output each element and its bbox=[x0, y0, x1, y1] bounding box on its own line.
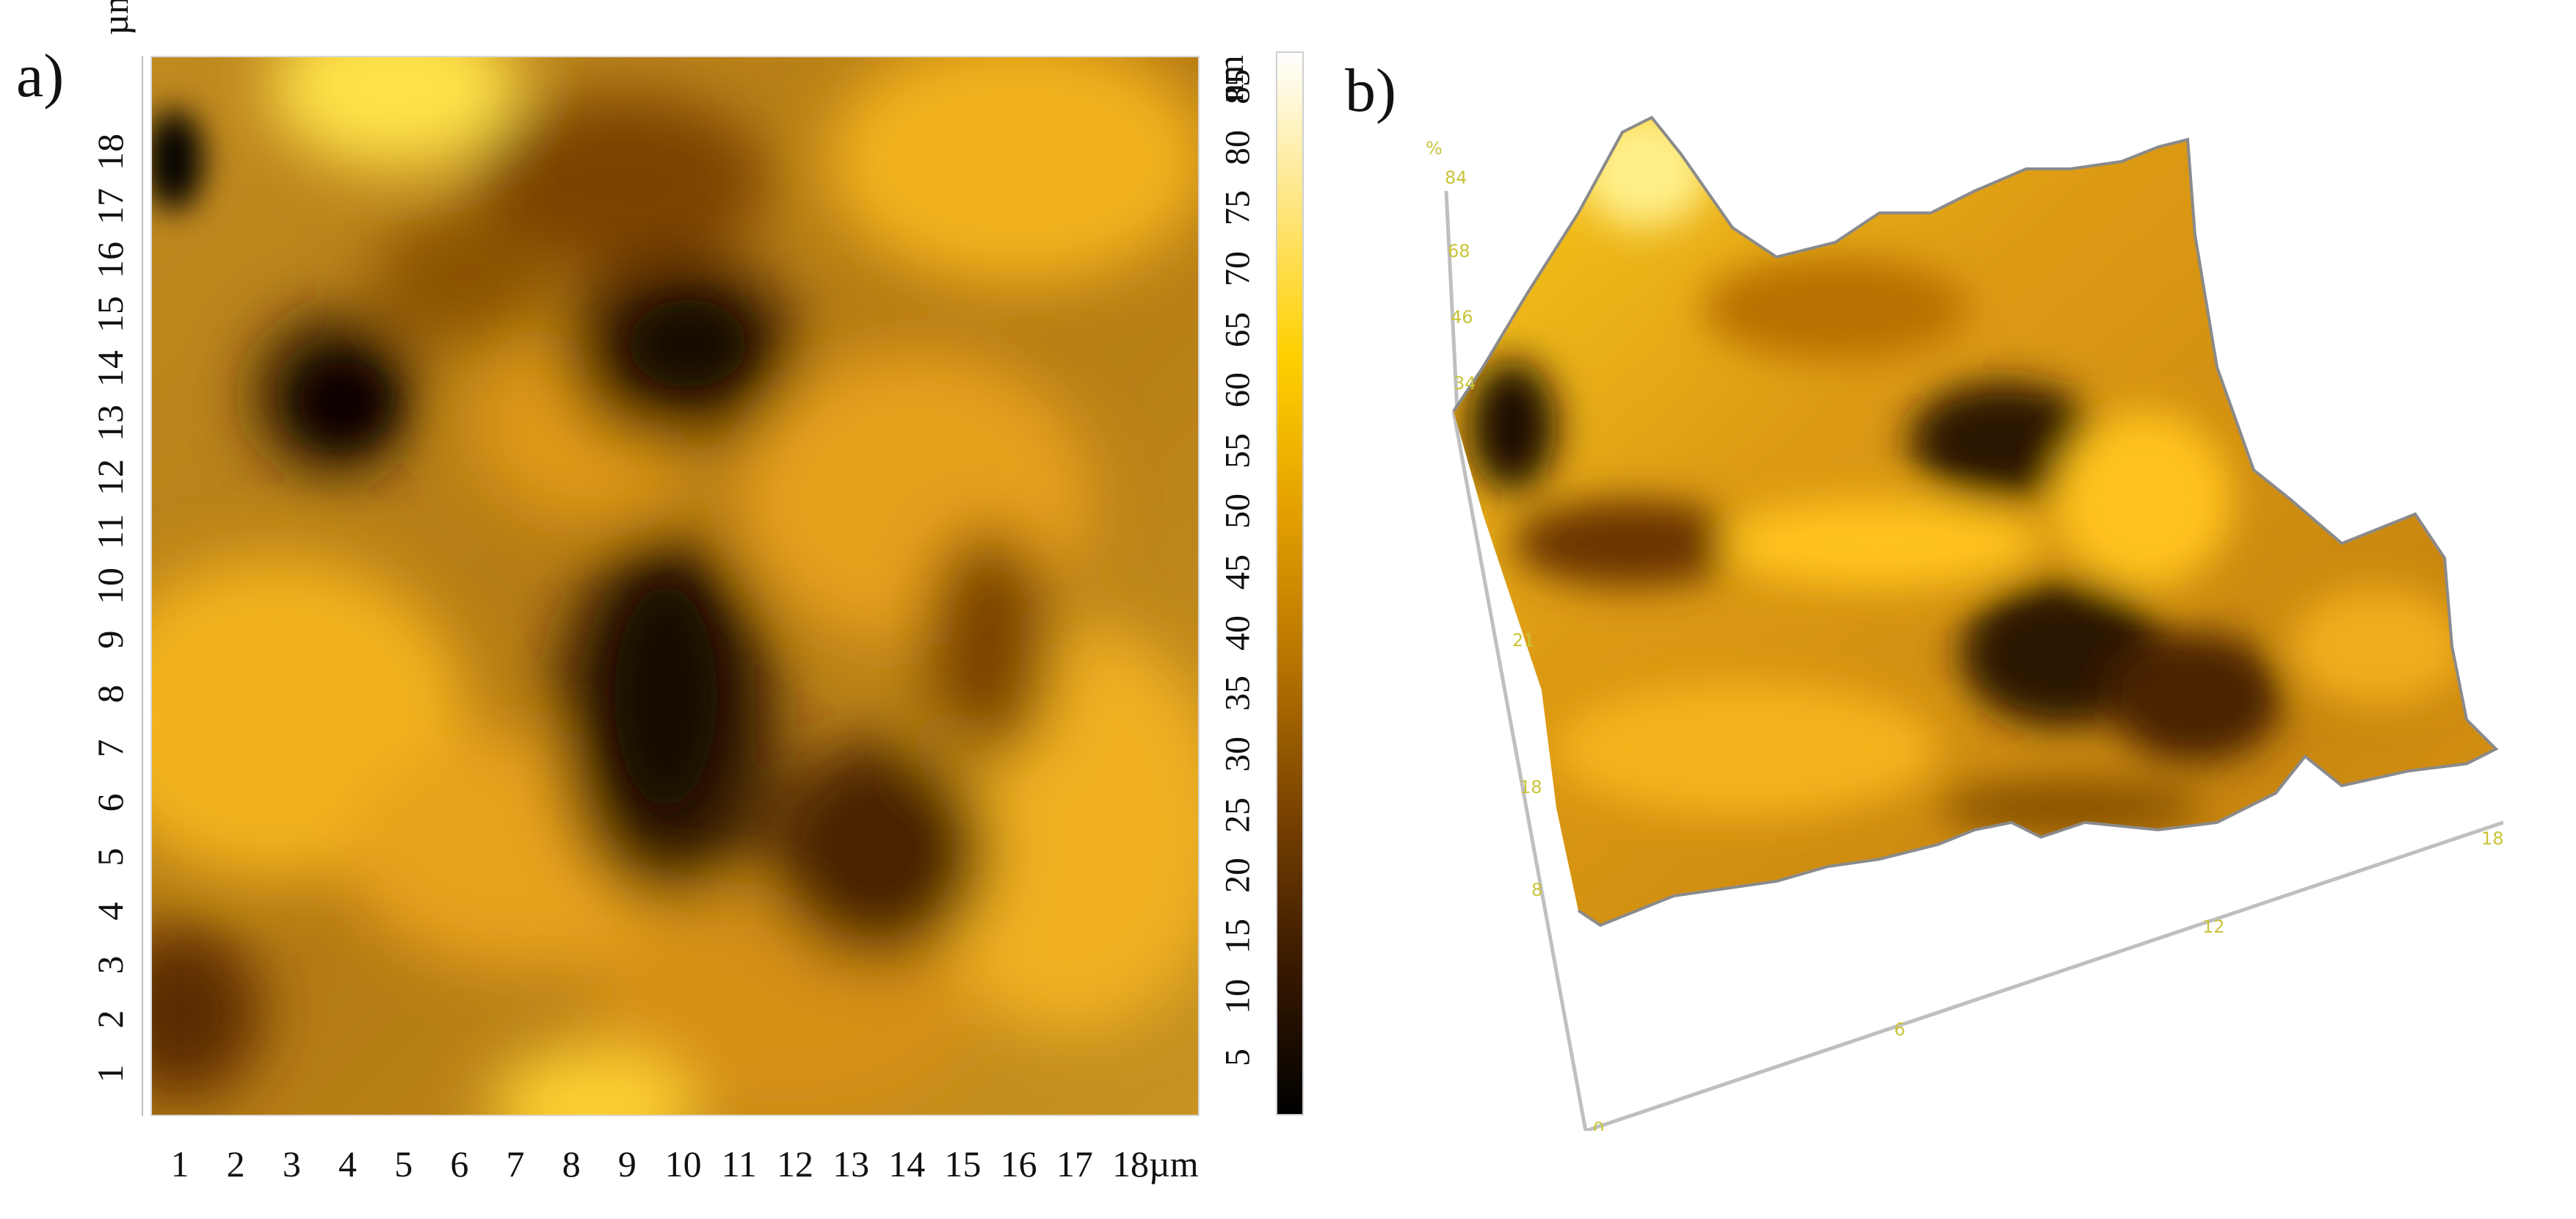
y-tick-label: 15 bbox=[90, 296, 131, 333]
x-tick-label: 14 bbox=[888, 1143, 926, 1184]
y-tick-label: 1 bbox=[90, 1064, 131, 1083]
x-tick-label: 3 bbox=[282, 1143, 301, 1184]
y-tick-label: 8 bbox=[90, 684, 131, 703]
x-tick-label: 1 bbox=[170, 1143, 189, 1184]
surface-height-tick-label: 8 bbox=[1531, 880, 1542, 900]
x-tick-label: 9 bbox=[617, 1143, 636, 1184]
x-tick-label: 4 bbox=[338, 1143, 358, 1184]
surface-height-tick-label: 84 bbox=[1445, 167, 1467, 188]
y-tick-label: 13 bbox=[90, 405, 131, 441]
x-tick-label: 13 bbox=[832, 1143, 870, 1184]
surface-base-tick-label: 18 bbox=[2481, 828, 2504, 849]
colorbar-tick-label: 85 bbox=[1218, 69, 1258, 104]
colorbar-tick-label: 45 bbox=[1218, 554, 1258, 590]
colorbar-tick-label: 60 bbox=[1218, 372, 1258, 408]
x-tick-label: 12 bbox=[776, 1143, 813, 1184]
colorbar-tick-label: 50 bbox=[1218, 493, 1258, 529]
colorbar-tick-label: 35 bbox=[1218, 676, 1258, 712]
colorbar-tick-label: 65 bbox=[1218, 311, 1258, 347]
x-tick-label: 15 bbox=[944, 1143, 982, 1184]
y-tick-label: 11 bbox=[90, 513, 131, 549]
colorbar-tick-label: 40 bbox=[1218, 615, 1258, 651]
colorbar-tick-label: 20 bbox=[1218, 858, 1258, 894]
surface-height-tick-label: 34 bbox=[1454, 373, 1476, 394]
colorbar-tick-label: 30 bbox=[1218, 736, 1258, 772]
y-axis-line bbox=[142, 56, 143, 1116]
colorbar-tick-label: 55 bbox=[1218, 433, 1258, 469]
x-axis-unit: µm bbox=[1149, 1143, 1199, 1184]
surface-z-axis-label: % bbox=[1426, 138, 1443, 159]
afm-2d-height-map bbox=[150, 56, 1200, 1116]
colorbar-tick-label: 5 bbox=[1218, 1049, 1258, 1066]
x-tick-label: 11 bbox=[721, 1143, 757, 1184]
y-tick-label: 18 bbox=[90, 133, 131, 170]
colorbar-tick-label: 15 bbox=[1218, 918, 1258, 954]
surface-base-tick-label: 12 bbox=[2202, 916, 2225, 937]
y-tick-label: 14 bbox=[90, 350, 131, 388]
surface-base-plane bbox=[1444, 190, 2504, 1131]
colorbar-tick-label: 75 bbox=[1218, 190, 1258, 226]
y-tick-label: 2 bbox=[90, 1010, 131, 1029]
y-axis-unit: µm bbox=[95, 0, 136, 35]
y-tick-label: 16 bbox=[90, 242, 131, 279]
colorbar-tick-label: 70 bbox=[1218, 250, 1258, 286]
y-tick-label: 12 bbox=[90, 458, 131, 496]
y-tick-label: 10 bbox=[90, 567, 131, 604]
x-tick-label: 6 bbox=[450, 1143, 469, 1184]
surface-height-tick-label: 46 bbox=[1451, 307, 1473, 328]
surface-base-tick-label: 0 bbox=[1593, 1118, 1604, 1131]
colorbar-tick-label: 80 bbox=[1218, 129, 1258, 165]
x-tick-label: 18 bbox=[1112, 1143, 1149, 1184]
panel-label-b: b) bbox=[1345, 57, 1396, 125]
y-tick-label: 6 bbox=[90, 793, 131, 812]
x-tick-label: 7 bbox=[506, 1143, 525, 1184]
y-tick-label: 9 bbox=[90, 630, 131, 649]
surface-height-tick-label: 68 bbox=[1448, 241, 1470, 261]
surface-base-axis-ticks: 0 6 12 18 bbox=[1593, 828, 2504, 1131]
surface-height-tick-label: 21 bbox=[1512, 630, 1535, 651]
x-tick-label: 16 bbox=[1000, 1143, 1037, 1184]
x-tick-label: 5 bbox=[394, 1143, 413, 1184]
x-tick-label: 17 bbox=[1056, 1143, 1093, 1184]
x-tick-label: 2 bbox=[226, 1143, 245, 1184]
y-tick-label: 5 bbox=[90, 847, 131, 867]
y-tick-label: 4 bbox=[90, 902, 131, 921]
panel-label-a: a) bbox=[16, 42, 65, 110]
y-tick-label: 3 bbox=[90, 955, 131, 974]
height-colorbar bbox=[1276, 51, 1304, 1115]
colorbar-tick-label: 25 bbox=[1218, 797, 1258, 833]
surface-height-axis-ticks: 84 68 46 34 21 18 8 bbox=[1445, 167, 1542, 900]
colorbar-tick-label: 10 bbox=[1218, 979, 1258, 1015]
surface-height-tick-label: 18 bbox=[1520, 777, 1542, 797]
y-tick-label: 7 bbox=[90, 739, 131, 758]
afm-3d-surface: 0 6 12 18 84 68 46 34 21 18 8 % bbox=[1365, 88, 2562, 1131]
y-tick-label: 17 bbox=[90, 187, 131, 225]
surface-base-tick-label: 6 bbox=[1894, 1019, 1905, 1040]
x-tick-label: 8 bbox=[562, 1143, 581, 1184]
x-tick-label: 10 bbox=[664, 1143, 702, 1184]
